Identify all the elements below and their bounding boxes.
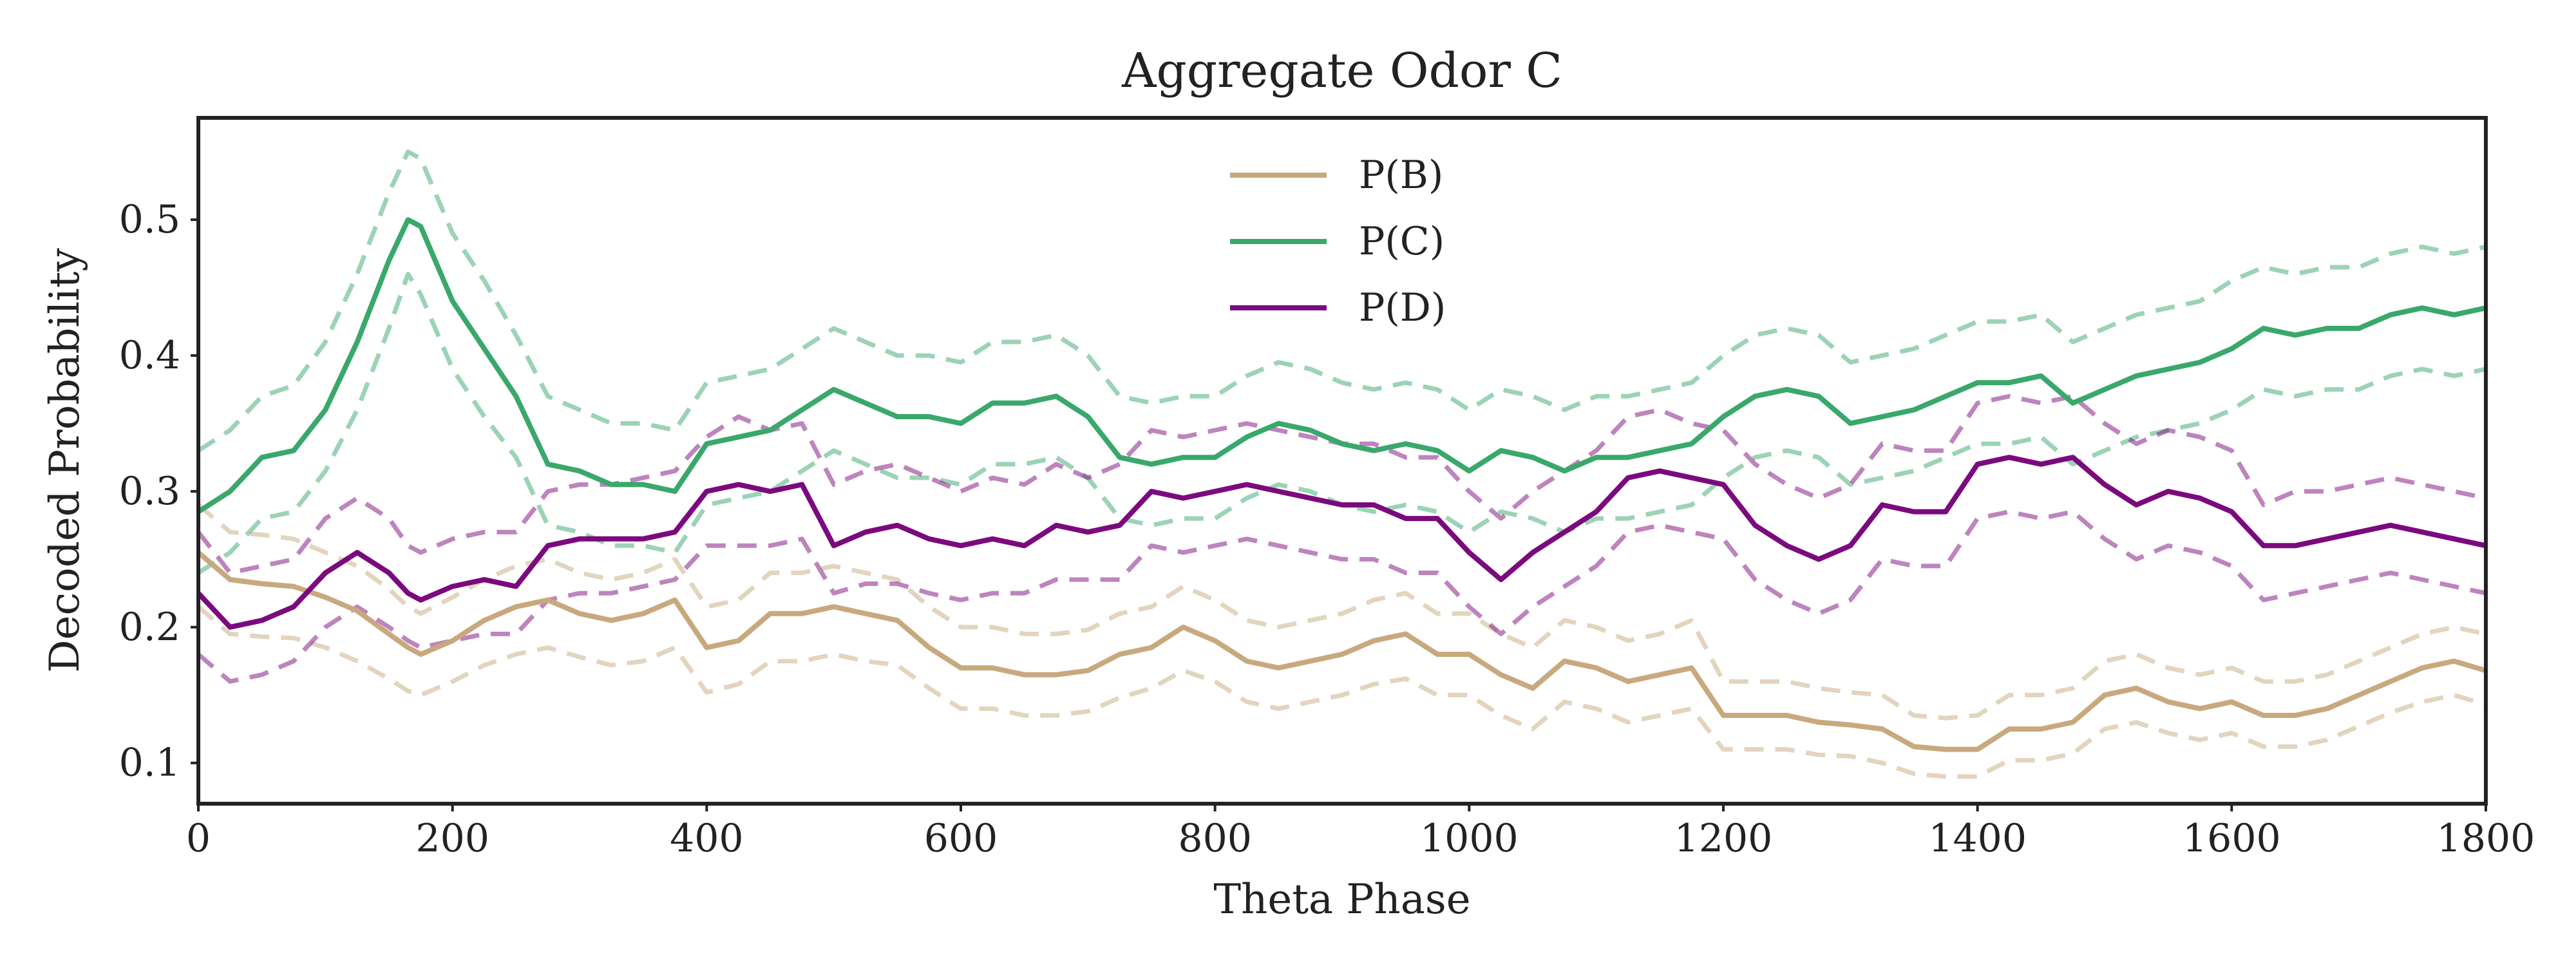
x-tick-label: 400 bbox=[670, 816, 744, 861]
legend-label: P(C) bbox=[1359, 219, 1444, 264]
chart-title: Aggregate Odor C bbox=[1121, 43, 1562, 99]
x-tick-label: 200 bbox=[415, 816, 489, 861]
series-1-upper-bound-line bbox=[197, 149, 2486, 453]
x-axis-label: Theta Phase bbox=[1213, 876, 1470, 923]
x-tick-label: 600 bbox=[924, 816, 998, 861]
series-2-lower-bound-line bbox=[196, 509, 2486, 684]
legend: P(B) P(C) P(D) bbox=[1230, 153, 1446, 330]
series-0-lower-bound-line bbox=[196, 605, 2487, 779]
series-2-upper-bound-line bbox=[196, 393, 2486, 575]
legend-label: P(D) bbox=[1359, 285, 1446, 330]
y-tick-label: 0.5 bbox=[119, 197, 180, 242]
y-tick-label: 0.1 bbox=[119, 741, 180, 786]
ticks-layer: 0 200 400 600 800 1000 1200 1400 1600 1800 0.1 0.2 0… bbox=[119, 197, 2535, 861]
y-tick-label: 0.2 bbox=[119, 605, 180, 650]
x-tick-label: 1200 bbox=[1674, 816, 1773, 861]
x-tick-label: 800 bbox=[1178, 816, 1252, 861]
y-tick-label: 0.3 bbox=[119, 469, 180, 514]
series-2-mean-line bbox=[196, 455, 2486, 630]
plot-frame bbox=[196, 116, 2488, 806]
series-layer bbox=[196, 149, 2487, 779]
x-tick-label: 1400 bbox=[1928, 816, 2027, 861]
series-1-lower-bound-line bbox=[197, 272, 2486, 575]
y-tick-label: 0.4 bbox=[119, 333, 180, 378]
x-tick-label: 1600 bbox=[2183, 816, 2281, 861]
x-tick-label: 1800 bbox=[2437, 816, 2535, 861]
series-0-upper-bound-line bbox=[196, 503, 2486, 721]
series-0-mean-line bbox=[196, 550, 2487, 752]
series-1-mean-line bbox=[196, 217, 2486, 514]
x-tick-label: 0 bbox=[186, 816, 211, 861]
x-tick-label: 1000 bbox=[1420, 816, 1519, 861]
legend-label: P(B) bbox=[1359, 153, 1443, 198]
y-axis-label: Decoded Probability bbox=[41, 248, 89, 672]
